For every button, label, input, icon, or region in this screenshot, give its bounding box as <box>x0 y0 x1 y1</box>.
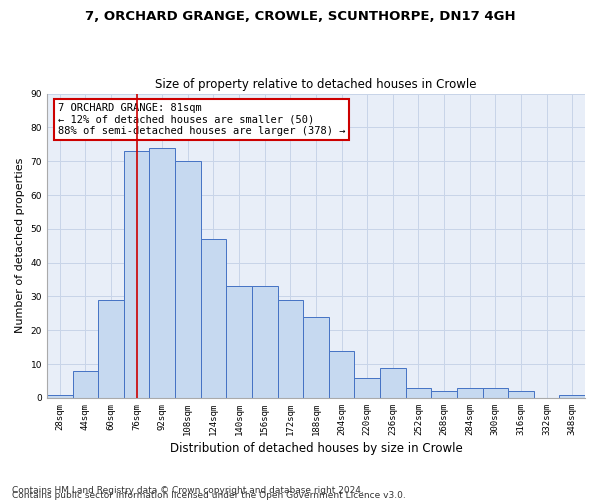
Bar <box>47 394 73 398</box>
Bar <box>559 394 585 398</box>
Bar <box>200 239 226 398</box>
Text: 7 ORCHARD GRANGE: 81sqm
← 12% of detached houses are smaller (50)
88% of semi-de: 7 ORCHARD GRANGE: 81sqm ← 12% of detache… <box>58 102 345 136</box>
Text: Contains public sector information licensed under the Open Government Licence v3: Contains public sector information licen… <box>12 491 406 500</box>
Bar <box>508 391 534 398</box>
Bar <box>355 378 380 398</box>
Bar <box>457 388 482 398</box>
Bar <box>303 317 329 398</box>
X-axis label: Distribution of detached houses by size in Crowle: Distribution of detached houses by size … <box>170 442 463 455</box>
Bar <box>380 368 406 398</box>
Bar <box>175 161 200 398</box>
Bar <box>226 286 252 398</box>
Bar <box>73 371 98 398</box>
Bar <box>482 388 508 398</box>
Bar <box>431 391 457 398</box>
Bar <box>149 148 175 398</box>
Bar <box>278 300 303 398</box>
Bar <box>252 286 278 398</box>
Text: 7, ORCHARD GRANGE, CROWLE, SCUNTHORPE, DN17 4GH: 7, ORCHARD GRANGE, CROWLE, SCUNTHORPE, D… <box>85 10 515 23</box>
Y-axis label: Number of detached properties: Number of detached properties <box>15 158 25 334</box>
Bar <box>329 350 355 398</box>
Title: Size of property relative to detached houses in Crowle: Size of property relative to detached ho… <box>155 78 477 91</box>
Bar <box>124 151 149 398</box>
Bar <box>406 388 431 398</box>
Text: Contains HM Land Registry data © Crown copyright and database right 2024.: Contains HM Land Registry data © Crown c… <box>12 486 364 495</box>
Bar <box>98 300 124 398</box>
